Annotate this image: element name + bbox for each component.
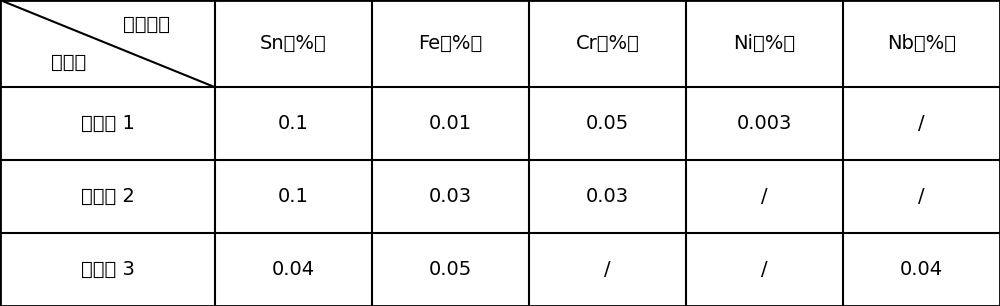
Text: /: / (604, 260, 611, 279)
Text: 0.01: 0.01 (429, 114, 472, 133)
Text: 0.003: 0.003 (737, 114, 792, 133)
Text: 0.05: 0.05 (429, 260, 472, 279)
Text: 合金元素: 合金元素 (123, 15, 170, 34)
Text: 0.04: 0.04 (272, 260, 315, 279)
Text: 0.05: 0.05 (586, 114, 629, 133)
Text: /: / (761, 187, 768, 206)
Text: 实施例 2: 实施例 2 (81, 187, 134, 206)
Text: /: / (918, 187, 925, 206)
Text: Sn（%）: Sn（%） (260, 34, 327, 53)
Text: 0.1: 0.1 (278, 114, 309, 133)
Text: 实施例: 实施例 (51, 53, 86, 72)
Text: /: / (918, 114, 925, 133)
Text: 实施例 3: 实施例 3 (81, 260, 134, 279)
Text: Fe（%）: Fe（%） (418, 34, 483, 53)
Text: 0.1: 0.1 (278, 187, 309, 206)
Text: /: / (761, 260, 768, 279)
Text: Cr（%）: Cr（%） (576, 34, 639, 53)
Text: 0.03: 0.03 (429, 187, 472, 206)
Text: Nb（%）: Nb（%） (887, 34, 956, 53)
Text: Ni（%）: Ni（%） (733, 34, 796, 53)
Text: 实施例 1: 实施例 1 (81, 114, 134, 133)
Text: 0.04: 0.04 (900, 260, 943, 279)
Text: 0.03: 0.03 (586, 187, 629, 206)
